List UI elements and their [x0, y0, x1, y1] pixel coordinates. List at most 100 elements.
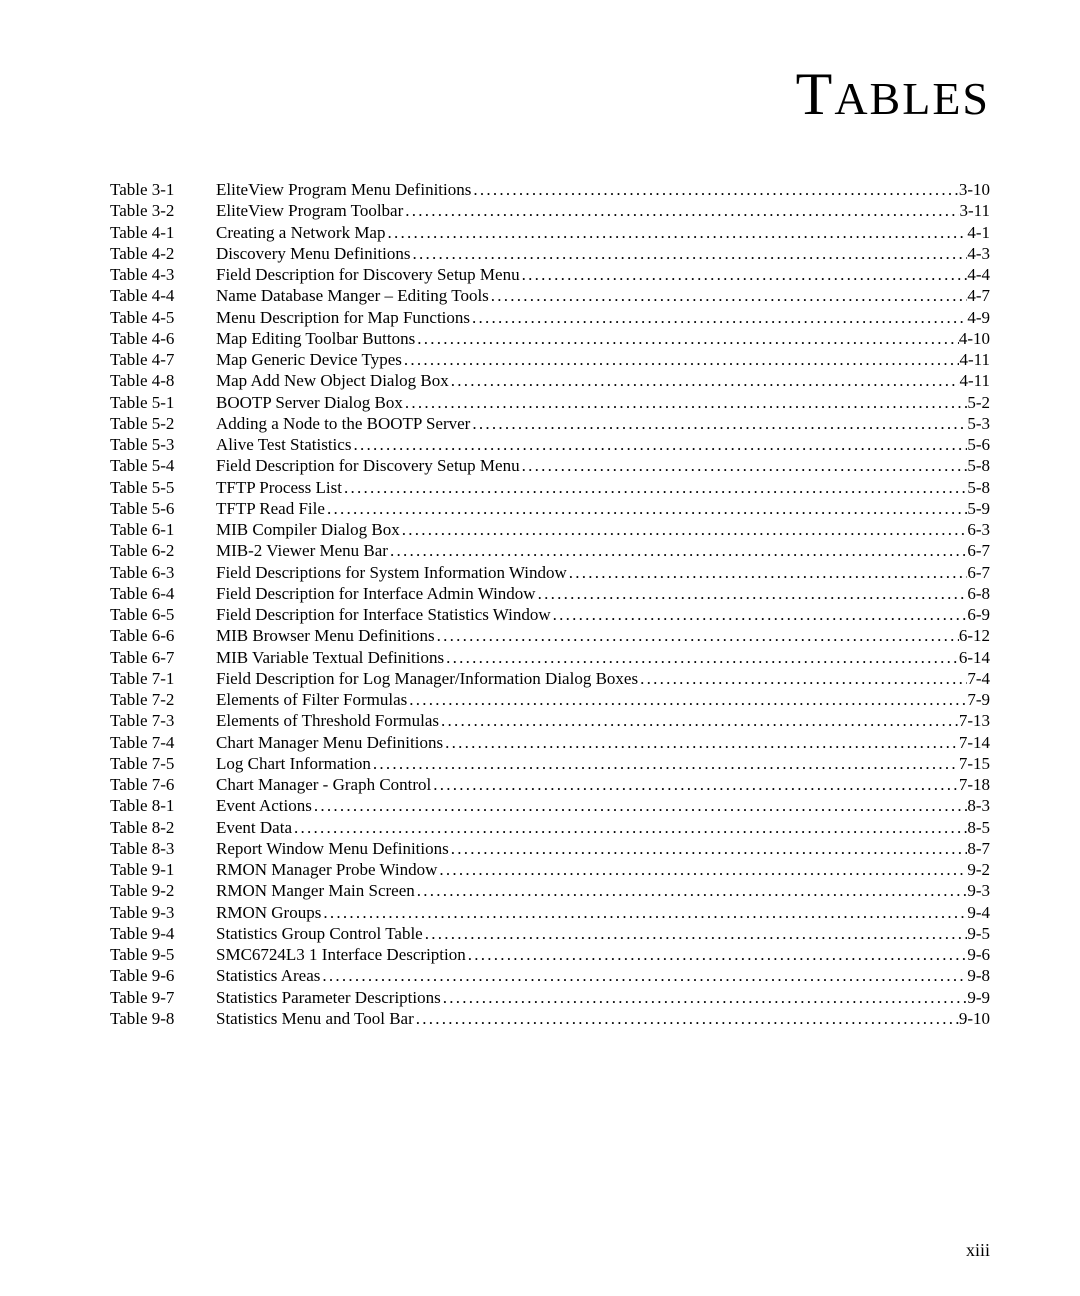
toc-entry-page: 4-9 — [967, 307, 990, 328]
toc-entry: Table 7-5Log Chart Information7-15 — [110, 753, 990, 774]
toc-entry-leader-dots — [520, 264, 968, 285]
toc-entry-leader-dots — [431, 774, 959, 795]
toc-entry-label: Table 5-5 — [110, 477, 216, 498]
toc-entry-leader-dots — [471, 179, 958, 200]
toc-entry-description: Field Descriptions for System Informatio… — [216, 562, 567, 583]
toc-entry: Table 5-1BOOTP Server Dialog Box 5-2 — [110, 392, 990, 413]
toc-entry-page: 8-7 — [967, 838, 990, 859]
toc-entry-label: Table 5-1 — [110, 392, 216, 413]
toc-entry-page: 9-5 — [967, 923, 990, 944]
toc-entry-leader-dots — [371, 753, 959, 774]
toc-entry-page: 7-13 — [959, 710, 990, 731]
toc-entry-page: 7-9 — [967, 689, 990, 710]
toc-entry-label: Table 7-4 — [110, 732, 216, 753]
toc-entry: Table 8-2Event Data8-5 — [110, 817, 990, 838]
toc-entry-page: 7-15 — [959, 753, 990, 774]
toc-entry-description: Elements of Threshold Formulas — [216, 710, 439, 731]
table-of-contents: Table 3-1EliteView Program Menu Definiti… — [110, 179, 990, 1029]
toc-entry-page: 8-3 — [967, 795, 990, 816]
toc-entry-description: Log Chart Information — [216, 753, 371, 774]
toc-entry-description: Field Description for Interface Statisti… — [216, 604, 551, 625]
toc-entry: Table 5-2Adding a Node to the BOOTP Serv… — [110, 413, 990, 434]
toc-entry-page: 3-11 — [959, 200, 990, 221]
toc-entry: Table 4-2Discovery Menu Definitions4-3 — [110, 243, 990, 264]
toc-entry-description: Field Description for Discovery Setup Me… — [216, 264, 520, 285]
toc-entry-page: 9-3 — [967, 880, 990, 901]
toc-entry: Table 5-5TFTP Process List 5-8 — [110, 477, 990, 498]
toc-entry-description: BOOTP Server Dialog Box — [216, 392, 403, 413]
toc-entry-leader-dots — [551, 604, 968, 625]
toc-entry-leader-dots — [638, 668, 967, 689]
toc-entry: Table 9-4Statistics Group Control Table 9… — [110, 923, 990, 944]
toc-entry-leader-dots — [441, 987, 968, 1008]
toc-entry-label: Table 9-5 — [110, 944, 216, 965]
toc-entry-page: 9-10 — [959, 1008, 990, 1029]
toc-entry-label: Table 8-2 — [110, 817, 216, 838]
toc-entry-label: Table 4-5 — [110, 307, 216, 328]
toc-entry-leader-dots — [321, 902, 967, 923]
toc-entry-label: Table 7-2 — [110, 689, 216, 710]
page-container: TABLES Table 3-1EliteView Program Menu D… — [0, 0, 1080, 1296]
toc-entry-leader-dots — [414, 1008, 959, 1029]
toc-entry-page: 9-9 — [967, 987, 990, 1008]
toc-entry-page: 6-14 — [959, 647, 990, 668]
toc-entry-page: 5-2 — [967, 392, 990, 413]
toc-entry-leader-dots — [470, 413, 967, 434]
toc-entry-leader-dots — [437, 859, 967, 880]
toc-entry-page: 6-8 — [967, 583, 990, 604]
toc-entry: Table 8-3Report Window Menu Definitions8… — [110, 838, 990, 859]
toc-entry-page: 4-3 — [967, 243, 990, 264]
page-number: xiii — [966, 1240, 990, 1261]
toc-entry-label: Table 9-4 — [110, 923, 216, 944]
toc-entry-description: Name Database Manger – Editing Tools — [216, 285, 489, 306]
toc-entry: Table 3-1EliteView Program Menu Definiti… — [110, 179, 990, 200]
toc-entry-label: Table 4-2 — [110, 243, 216, 264]
toc-entry-label: Table 8-3 — [110, 838, 216, 859]
toc-entry-page: 5-3 — [967, 413, 990, 434]
toc-entry-leader-dots — [439, 710, 959, 731]
toc-entry-description: TFTP Process List — [216, 477, 342, 498]
toc-entry-description: Statistics Group Control Table — [216, 923, 423, 944]
toc-entry-label: Table 9-8 — [110, 1008, 216, 1029]
toc-entry: Table 4-1Creating a Network Map4-1 — [110, 222, 990, 243]
toc-entry-page: 7-14 — [959, 732, 990, 753]
toc-entry: Table 5-6TFTP Read File5-9 — [110, 498, 990, 519]
toc-entry: Table 6-4Field Description for Interface… — [110, 583, 990, 604]
toc-entry-label: Table 7-6 — [110, 774, 216, 795]
toc-entry-leader-dots — [415, 328, 959, 349]
toc-entry: Table 4-4Name Database Manger – Editing … — [110, 285, 990, 306]
toc-entry-leader-dots — [388, 540, 967, 561]
toc-entry-leader-dots — [325, 498, 967, 519]
toc-entry-page: 9-2 — [967, 859, 990, 880]
toc-entry-description: Field Description for Discovery Setup Me… — [216, 455, 520, 476]
toc-entry: Table 7-1Field Description for Log Manag… — [110, 668, 990, 689]
toc-entry: Table 6-6MIB Browser Menu Definitions6-1… — [110, 625, 990, 646]
toc-entry: Table 5-4Field Description for Discovery… — [110, 455, 990, 476]
toc-entry-leader-dots — [443, 732, 959, 753]
toc-entry-page: 5-8 — [967, 455, 990, 476]
toc-entry: Table 6-5Field Description for Interface… — [110, 604, 990, 625]
toc-entry-page: 4-4 — [967, 264, 990, 285]
toc-entry-page: 7-18 — [959, 774, 990, 795]
toc-entry-leader-dots — [536, 583, 968, 604]
toc-entry-description: Map Add New Object Dialog Box — [216, 370, 449, 391]
toc-entry-description: Chart Manager - Graph Control — [216, 774, 431, 795]
toc-entry: Table 6-1MIB Compiler Dialog Box6-3 — [110, 519, 990, 540]
toc-entry-page: 5-9 — [967, 498, 990, 519]
toc-entry-page: 5-6 — [967, 434, 990, 455]
toc-entry-label: Table 9-1 — [110, 859, 216, 880]
toc-entry-label: Table 9-6 — [110, 965, 216, 986]
toc-entry-description: Statistics Areas — [216, 965, 320, 986]
toc-entry-description: EliteView Program Menu Definitions — [216, 179, 471, 200]
toc-entry: Table 9-8Statistics Menu and Tool Bar9-1… — [110, 1008, 990, 1029]
toc-entry-page: 5-8 — [967, 477, 990, 498]
toc-entry-label: Table 6-6 — [110, 625, 216, 646]
toc-entry-leader-dots — [342, 477, 967, 498]
toc-entry: Table 5-3Alive Test Statistics5-6 — [110, 434, 990, 455]
toc-entry-leader-dots — [489, 285, 968, 306]
toc-entry: Table 4-7Map Generic Device Types4-11 — [110, 349, 990, 370]
toc-entry-description: RMON Manager Probe Window — [216, 859, 437, 880]
toc-entry-page: 4-1 — [967, 222, 990, 243]
toc-entry-leader-dots — [407, 689, 967, 710]
toc-entry-leader-dots — [403, 392, 968, 413]
